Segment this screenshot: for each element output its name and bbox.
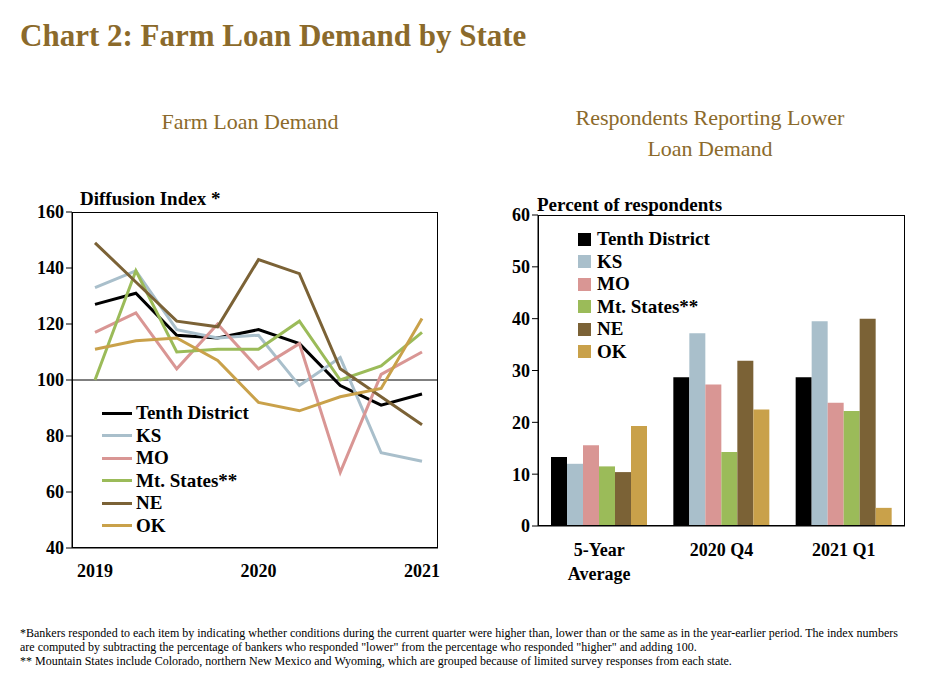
svg-text:30: 30 — [512, 361, 530, 381]
svg-text:2020: 2020 — [241, 561, 277, 581]
html-text:MO: MO — [136, 447, 169, 468]
svg-text:2020 Q4: 2020 Q4 — [690, 540, 754, 560]
svg-text:2021: 2021 — [404, 561, 440, 581]
html-text:KS: KS — [136, 424, 162, 446]
html-text:NE: NE — [136, 492, 163, 513]
html-text:Mt. States**: Mt. States** — [597, 295, 699, 317]
svg-text:40: 40 — [512, 309, 530, 329]
html-text:MO: MO — [597, 273, 630, 294]
svg-text:5-YearAverage: 5-YearAverage — [568, 540, 631, 584]
svg-text:60: 60 — [512, 205, 530, 225]
svg-text:0: 0 — [521, 516, 530, 536]
html-text:Tenth District: Tenth District — [136, 402, 249, 423]
html-text:Diffusion Index *: Diffusion Index * — [80, 188, 221, 209]
html-text:Farm Loan Demand: Farm Loan Demand — [161, 109, 339, 134]
svg-text:10: 10 — [512, 465, 530, 485]
html-text:OK: OK — [136, 514, 166, 536]
svg-text:100: 100 — [37, 370, 64, 390]
svg-text:140: 140 — [37, 258, 64, 278]
html-text:NE: NE — [597, 318, 624, 339]
svg-text:60: 60 — [46, 482, 64, 502]
html-text:Chart 2: Farm Loan Demand by S: Chart 2: Farm Loan Demand by State — [20, 18, 527, 53]
svg-text:120: 120 — [37, 314, 64, 334]
html-text:Mt. States**: Mt. States** — [136, 469, 238, 491]
svg-text:80: 80 — [46, 426, 64, 446]
svg-text:2021 Q1: 2021 Q1 — [812, 540, 876, 560]
html-text:*Bankers responded to each ite: *Bankers responded to each item by indic… — [20, 626, 898, 654]
svg-text:50: 50 — [512, 257, 530, 277]
svg-text:20: 20 — [512, 413, 530, 433]
svg-text:160: 160 — [37, 202, 64, 222]
html-text:** Mountain States include Col: ** Mountain States include Colorado, nor… — [20, 654, 732, 668]
html-text:OK: OK — [597, 340, 627, 362]
html-text:KS: KS — [597, 250, 623, 272]
html-text:Tenth District: Tenth District — [597, 228, 710, 249]
svg-text:2019: 2019 — [77, 561, 113, 581]
svg-text:40: 40 — [46, 538, 64, 558]
html-text:Percent of respondents: Percent of respondents — [537, 194, 723, 215]
html-text:Respondents Reporting Lower Lo: Respondents Reporting Lower Loan Demand — [575, 105, 845, 161]
